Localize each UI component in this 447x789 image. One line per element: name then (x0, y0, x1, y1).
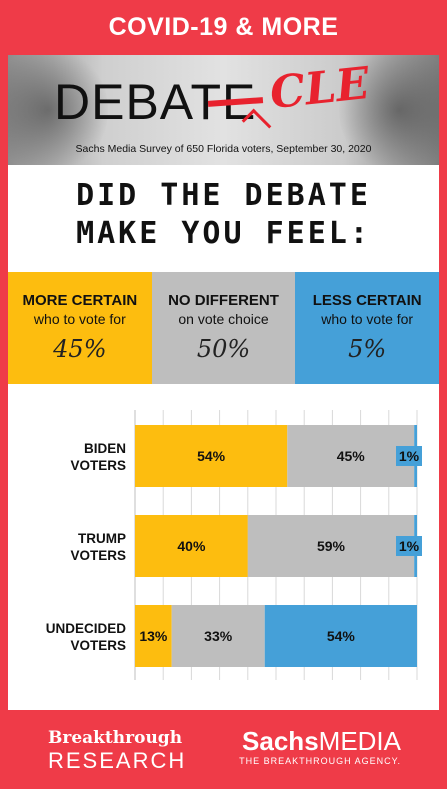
card-title: MORE CERTAIN (22, 292, 138, 309)
stacked-bar-chart: BIDEN VOTERS 54% 45% 1% TRUMP VOTERS 40% 59% 1% UN… (8, 395, 439, 705)
sachs-media-tagline: THE BREAKTHROUGH AGENCY. (239, 756, 401, 766)
question-line-2: MAKE YOU FEEL: (76, 216, 371, 251)
sachs-media-logo: SachsMEDIA (242, 726, 401, 757)
card-value: 5% (348, 335, 387, 363)
header-title: COVID-19 & MORE (108, 13, 339, 41)
bar-segment (135, 515, 248, 577)
category-label: TRUMP VOTERS (70, 531, 126, 563)
question-line-1: DID THE DEBATE (76, 178, 371, 213)
category-label: UNDECIDED VOTERS (46, 621, 127, 653)
card-value: 50% (196, 335, 251, 363)
breakthrough-logo-line2: RESEARCH (48, 748, 187, 773)
bar-segment (171, 605, 265, 667)
category-label-line: BIDEN (84, 441, 126, 456)
data-label-background (396, 536, 422, 556)
card-title: NO DIFFERENT (168, 292, 279, 309)
banner-photo-right (339, 55, 439, 165)
card-title: LESS CERTAIN (312, 292, 422, 309)
data-label: 1% (399, 538, 420, 554)
question-heading: DID THE DEBATE MAKE YOU FEEL: (8, 177, 439, 253)
category-label-line: TRUMP (78, 531, 126, 546)
category-label-line: VOTERS (70, 638, 126, 653)
bar-segment (135, 425, 288, 487)
card-more-certain: MORE CERTAIN who to vote for 45% (8, 272, 152, 384)
banner-photo-left (8, 55, 108, 165)
correction-word: CLE (267, 57, 372, 120)
data-label: 1% (399, 448, 420, 464)
data-label: 13% (139, 628, 168, 644)
data-label: 40% (177, 538, 206, 554)
summary-cards: MORE CERTAIN who to vote for 45% NO DIFF… (8, 272, 440, 384)
chart-svg: BIDEN VOTERS 54% 45% 1% TRUMP VOTERS 40% 59% 1% UN… (46, 410, 422, 680)
bar-segment (247, 515, 415, 577)
data-label: 45% (337, 448, 366, 464)
data-label-background (396, 446, 422, 466)
logo-regular-part: MEDIA (318, 726, 401, 756)
main-panel: DID THE DEBATE MAKE YOU FEEL: MORE CERTA… (8, 165, 440, 710)
card-no-different: NO DIFFERENT on vote choice 50% (151, 272, 296, 384)
survey-note: Sachs Media Survey of 650 Florida voters… (75, 143, 372, 155)
card-subtitle: on vote choice (178, 311, 269, 327)
card-value: 45% (53, 335, 107, 363)
card-less-certain: LESS CERTAIN who to vote for 5% (295, 272, 440, 384)
card-subtitle: who to vote for (321, 311, 414, 327)
data-label: 33% (204, 628, 233, 644)
bar-segment (264, 605, 417, 667)
category-label-line: VOTERS (70, 458, 126, 473)
category-label-line: VOTERS (70, 548, 126, 563)
bar-segment (287, 425, 415, 487)
data-label: 54% (327, 628, 356, 644)
data-label: 59% (317, 538, 346, 554)
category-label-line: UNDECIDED (46, 621, 127, 636)
category-label: BIDEN VOTERS (70, 441, 126, 473)
debate-banner: DEBATE CLE Sachs Media Survey of 650 Flo… (8, 55, 439, 165)
card-subtitle: who to vote for (33, 311, 126, 327)
logo-bold-part: Sachs (242, 726, 319, 756)
breakthrough-logo-line1: Breakthrough (48, 728, 183, 748)
bar-segment (135, 605, 172, 667)
footer: Breakthrough RESEARCH SachsMEDIA THE BRE… (0, 710, 447, 789)
data-label: 54% (197, 448, 226, 464)
